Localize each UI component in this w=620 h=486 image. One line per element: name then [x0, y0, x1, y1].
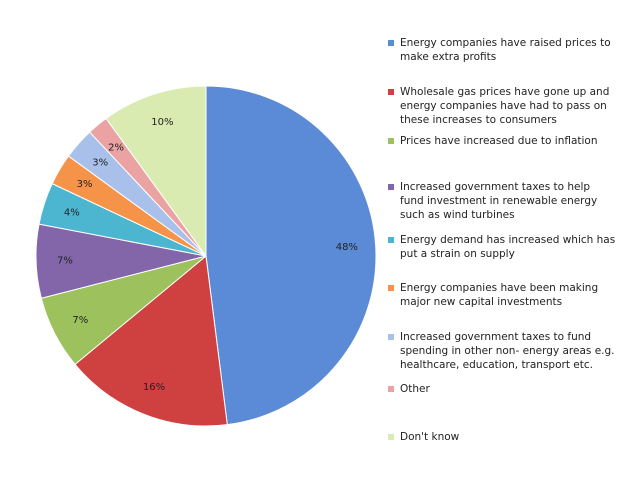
value-label: 7% — [72, 315, 88, 326]
legend-item: Increased government taxes to help fund … — [388, 180, 616, 222]
legend-swatch — [388, 184, 394, 190]
pie-slice — [105, 85, 207, 258]
value-label: 16% — [143, 382, 165, 393]
value-label: 2% — [108, 142, 124, 153]
value-label: 4% — [64, 207, 80, 218]
pie-slice — [205, 85, 377, 426]
legend-label: Energy companies have been making major … — [400, 282, 599, 308]
value-label: 3% — [77, 179, 93, 190]
legend-item: Prices have increased due to inflation — [388, 134, 616, 148]
legend-item: Wholesale gas prices have gone up and en… — [388, 85, 616, 127]
legend-item: Energy companies have been making major … — [388, 281, 616, 309]
legend-swatch — [388, 285, 394, 291]
legend-item: Energy companies have raised prices to m… — [388, 36, 616, 64]
legend-swatch — [388, 138, 394, 144]
legend-item: Don't know — [388, 430, 616, 444]
legend-swatch — [388, 40, 394, 46]
value-label: 3% — [92, 158, 108, 169]
legend-label: Increased government taxes to help fund … — [400, 181, 598, 221]
legend-label: Don't know — [400, 431, 460, 443]
legend-item: Other — [388, 382, 616, 396]
legend-swatch — [388, 334, 394, 340]
legend-swatch — [388, 237, 394, 243]
legend-label: Other — [400, 383, 430, 395]
legend-item: Energy demand has increased which has pu… — [388, 233, 616, 261]
value-label: 10% — [151, 117, 173, 128]
legend-item: Increased government taxes to fund spend… — [388, 330, 616, 372]
value-label: 48% — [336, 242, 358, 253]
legend-label: Energy demand has increased which has pu… — [400, 234, 616, 260]
legend-swatch — [388, 89, 394, 95]
legend-swatch — [388, 386, 394, 392]
legend-swatch — [388, 434, 394, 440]
pie-slice — [74, 255, 228, 427]
legend-label: Prices have increased due to inflation — [400, 135, 598, 147]
legend-label: Wholesale gas prices have gone up and en… — [400, 86, 610, 126]
legend-label: Energy companies have raised prices to m… — [400, 37, 611, 63]
legend-label: Increased government taxes to fund spend… — [400, 331, 615, 371]
value-label: 7% — [57, 255, 73, 266]
